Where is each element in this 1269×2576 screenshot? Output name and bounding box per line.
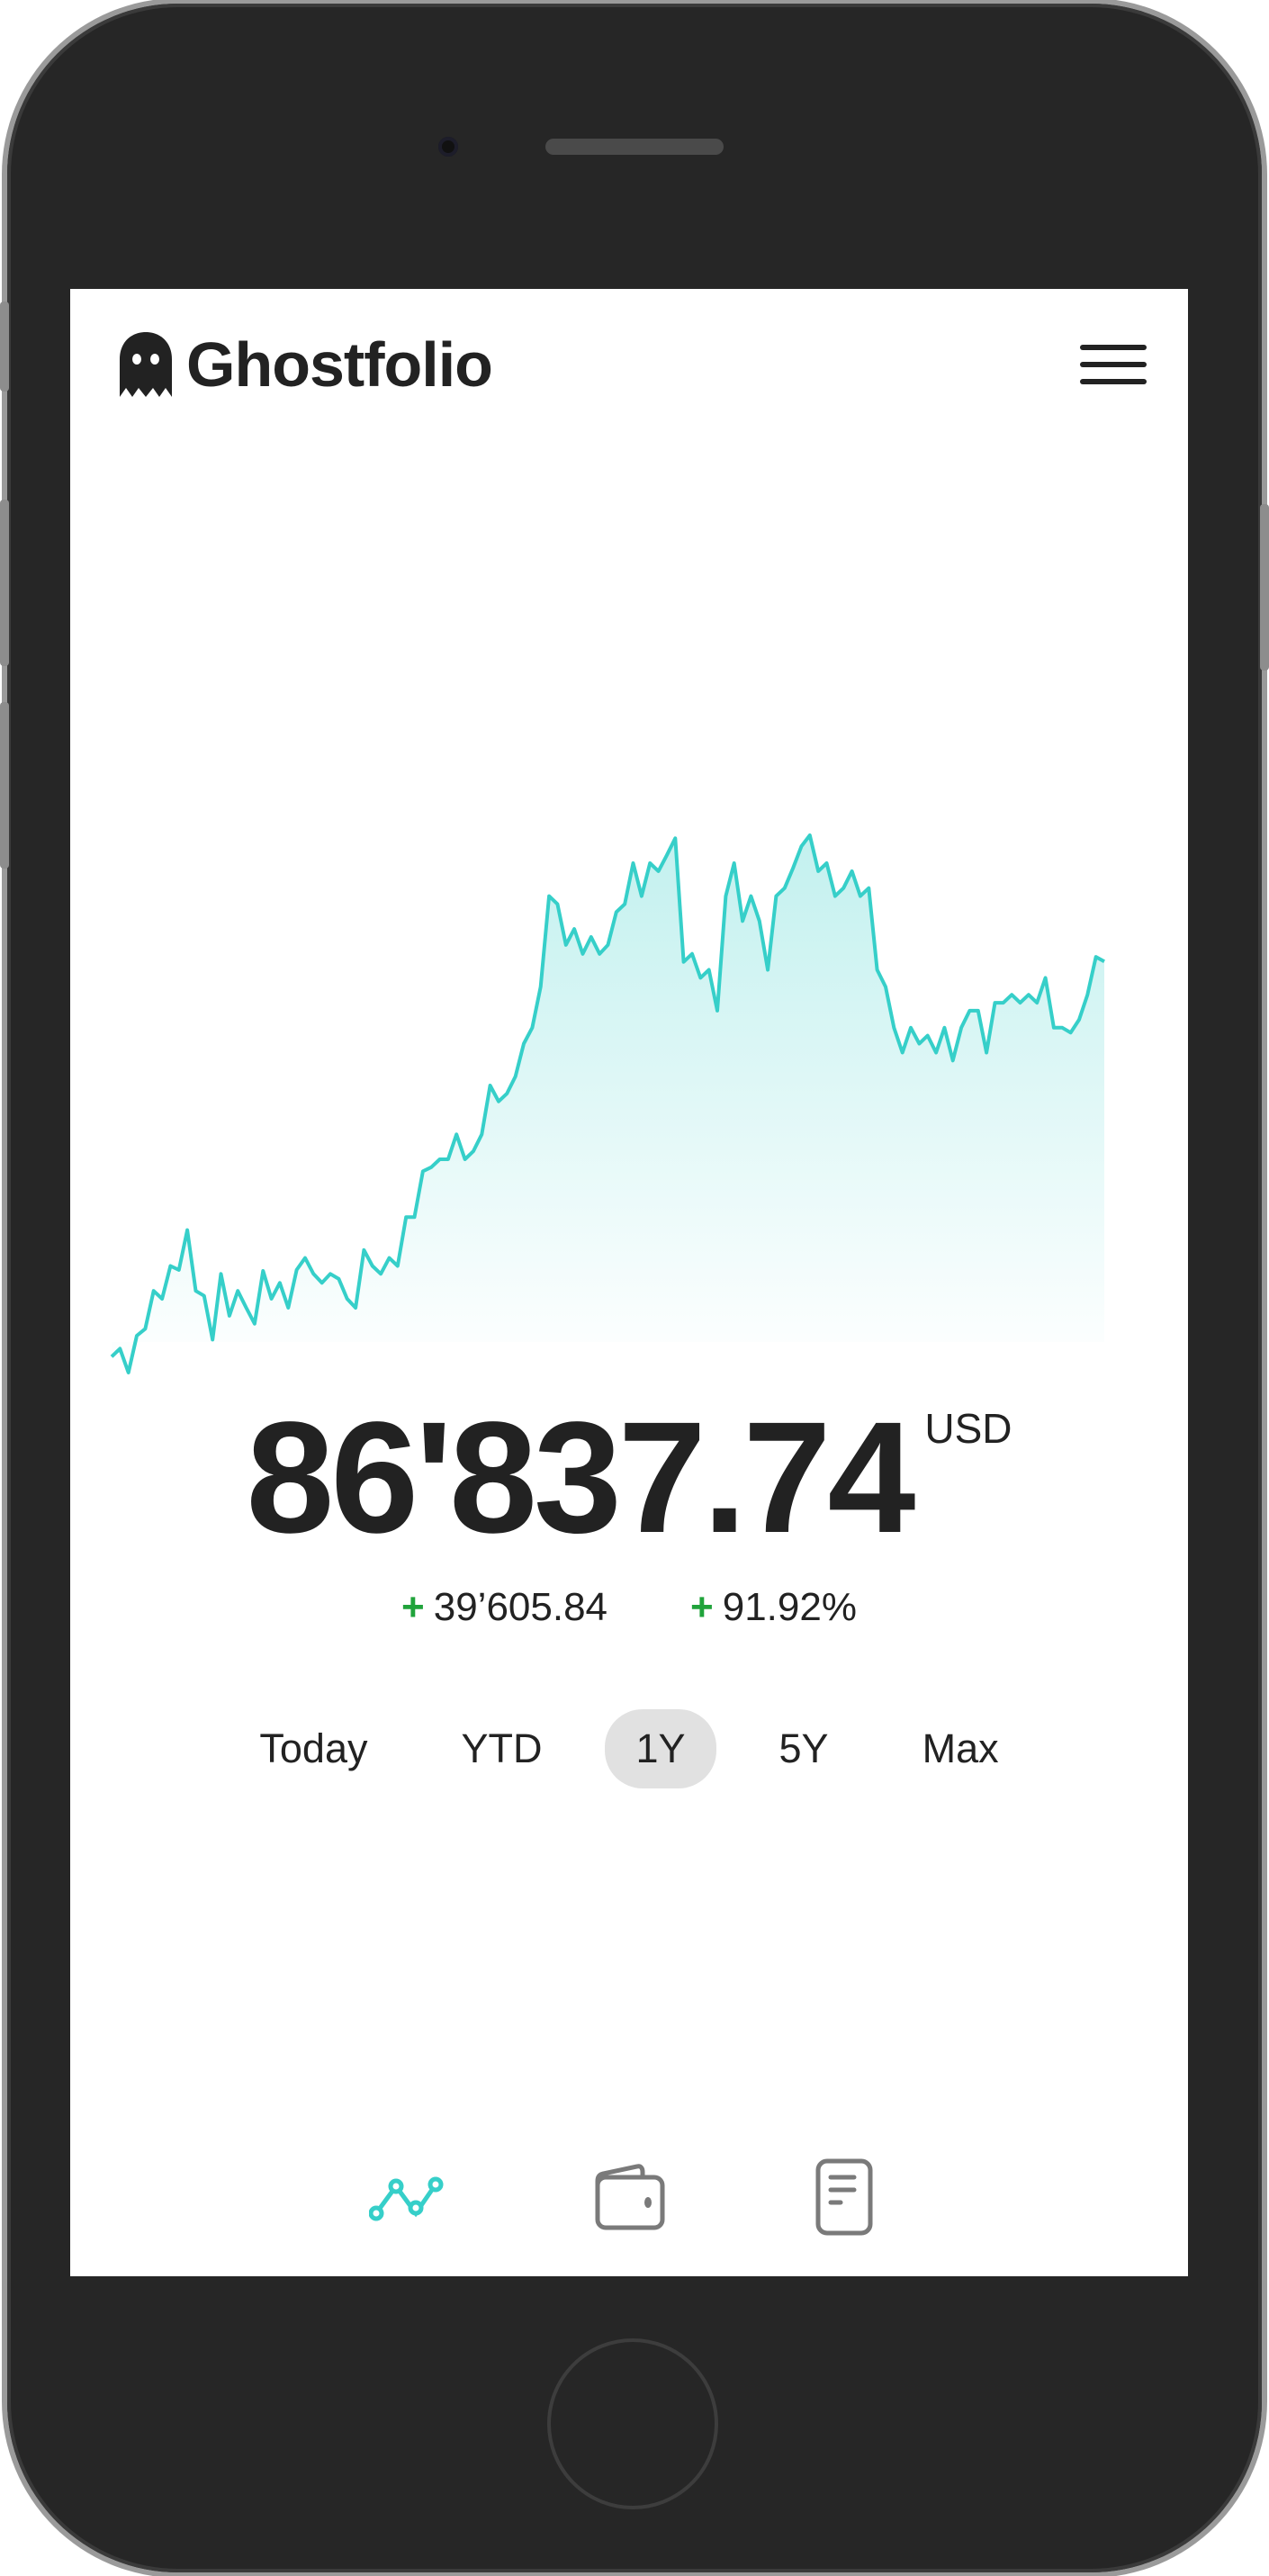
- currency-label: USD: [924, 1405, 1012, 1452]
- volume-down-button: [0, 702, 9, 869]
- chart-line: [110, 833, 1105, 1374]
- wallet-icon: [595, 2164, 665, 2230]
- date-range-selector: Today YTD 1Y 5Y Max: [70, 1709, 1188, 1788]
- document-icon: [815, 2158, 873, 2236]
- change-percent-value: 91.92%: [722, 1585, 857, 1629]
- logo[interactable]: Ghostfolio: [120, 329, 493, 401]
- power-button: [1260, 504, 1269, 671]
- range-5y[interactable]: 5Y: [778, 1725, 829, 1771]
- mute-switch: [0, 302, 9, 392]
- front-camera: [438, 137, 458, 157]
- app-screen: Ghostfolio 86'837.74 USD +39’605.84 +91.…: [70, 289, 1188, 2276]
- line-chart-icon: [369, 2176, 444, 2221]
- portfolio-chart: [110, 833, 1105, 1374]
- change-absolute: +39’605.84: [401, 1585, 608, 1630]
- change-absolute-value: 39’605.84: [433, 1585, 608, 1629]
- range-1y[interactable]: 1Y: [605, 1709, 716, 1788]
- ghost-icon: [120, 332, 172, 397]
- plus-sign: +: [401, 1585, 425, 1629]
- bottom-navigation: [70, 2152, 1188, 2242]
- range-ytd[interactable]: YTD: [461, 1725, 543, 1771]
- total-value: 86'837.74: [246, 1390, 915, 1566]
- nav-transactions[interactable]: [800, 2152, 890, 2242]
- app-title: Ghostfolio: [186, 329, 493, 400]
- range-max[interactable]: Max: [922, 1725, 999, 1771]
- volume-up-button: [0, 500, 9, 666]
- change-percent: +91.92%: [690, 1585, 857, 1630]
- range-today[interactable]: Today: [259, 1725, 368, 1771]
- nav-overview[interactable]: [367, 2152, 457, 2242]
- hamburger-menu-icon[interactable]: [1080, 345, 1147, 384]
- earpiece-speaker: [545, 139, 724, 155]
- plus-sign: +: [690, 1585, 714, 1629]
- portfolio-value: 86'837.74 USD: [70, 1390, 1188, 1566]
- home-button[interactable]: [547, 2338, 718, 2509]
- nav-holdings[interactable]: [583, 2152, 673, 2242]
- performance-changes: +39’605.84 +91.92%: [70, 1585, 1188, 1630]
- chart-area-fill: [112, 835, 1104, 1373]
